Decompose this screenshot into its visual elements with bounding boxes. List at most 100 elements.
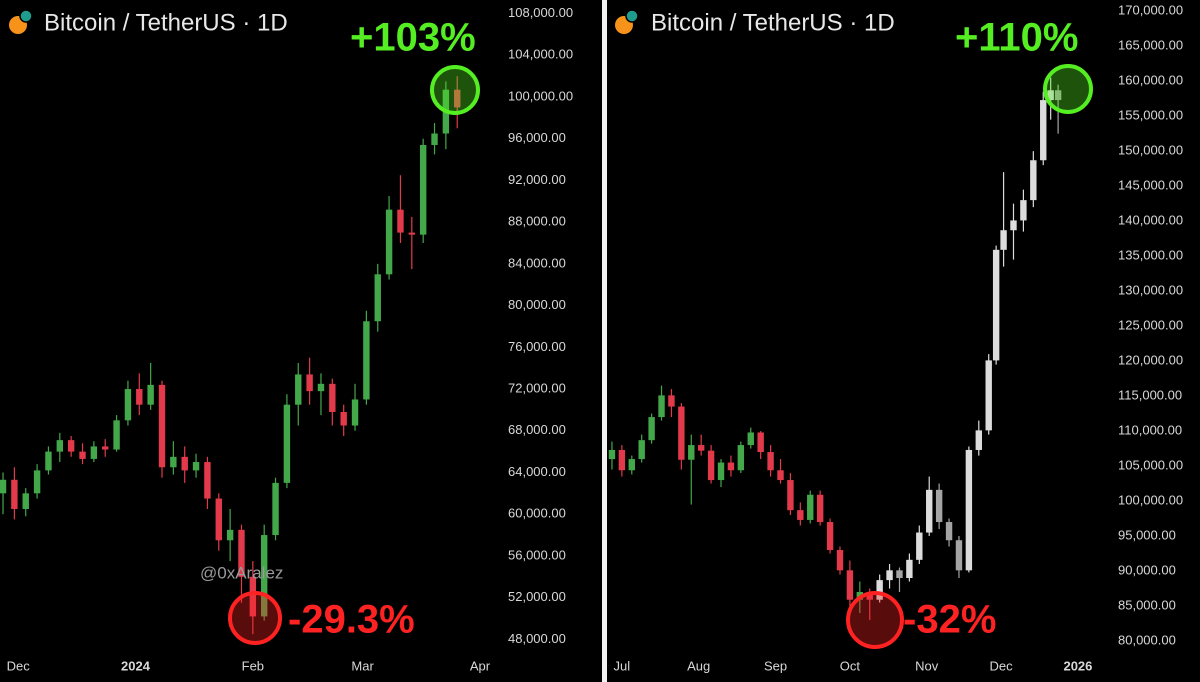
annotation: +110%	[955, 16, 1078, 60]
y-tick-label: 150,000.00	[1118, 143, 1183, 158]
x-tick-label: Oct	[840, 658, 861, 673]
candle-body	[1054, 90, 1062, 101]
y-tick-label: 108,000.00	[508, 5, 573, 20]
candle-body	[431, 133, 438, 145]
candle-body	[90, 446, 98, 459]
x-tick-label: Sep	[764, 658, 787, 673]
candle-body	[204, 462, 211, 499]
watermark: @0xAralez	[200, 563, 283, 582]
candle-body	[1047, 90, 1054, 101]
y-tick-label: 170,000.00	[1118, 3, 1183, 18]
candle-body	[628, 459, 635, 471]
candle-body	[916, 532, 923, 560]
candle-body	[56, 440, 64, 452]
y-tick-label: 135,000.00	[1118, 248, 1183, 263]
exchange-badge	[19, 9, 33, 23]
candle-body	[374, 274, 381, 322]
candle-body	[0, 479, 7, 494]
y-tick-label: 160,000.00	[1118, 73, 1183, 88]
y-tick-label: 52,000.00	[508, 589, 566, 604]
candle-body	[926, 489, 933, 533]
candle-body	[1040, 100, 1047, 161]
candle-body	[945, 522, 953, 541]
exchange-badge	[625, 9, 639, 23]
candle-body	[975, 430, 982, 450]
candle-body	[965, 449, 973, 571]
candle-body	[454, 89, 461, 108]
y-tick-label: 100,000.00	[508, 88, 573, 103]
y-tick-label: 76,000.00	[508, 339, 566, 354]
candle-body	[826, 522, 834, 551]
candle-body	[992, 249, 1000, 361]
y-tick-label: 105,000.00	[1118, 457, 1183, 472]
candle-body	[876, 580, 883, 600]
y-tick-label: 48,000.00	[508, 631, 566, 646]
candle-body	[787, 480, 794, 511]
candle-body	[767, 452, 774, 471]
candle-body	[283, 404, 291, 483]
candle-body	[45, 451, 52, 471]
y-tick-label: 85,000.00	[1118, 597, 1176, 612]
candle-body	[1030, 160, 1037, 201]
candle-body	[67, 440, 75, 452]
candle-body	[896, 570, 903, 579]
candle-body	[668, 395, 675, 407]
y-tick-label: 165,000.00	[1118, 38, 1183, 53]
candle-body	[608, 449, 616, 460]
candle-body	[249, 576, 257, 617]
candles	[0, 76, 461, 635]
candle-body	[22, 493, 29, 509]
y-tick-label: 80,000.00	[1118, 632, 1176, 647]
candle-body	[124, 389, 132, 421]
candle-body	[697, 445, 705, 451]
y-tick-label: 88,000.00	[508, 214, 566, 229]
candle-body	[836, 550, 844, 571]
candle-body	[351, 399, 359, 426]
candle-body	[688, 445, 695, 460]
candle-body	[648, 417, 655, 441]
x-tick-label: 2026	[1063, 658, 1092, 673]
annotation: -29.3%	[288, 598, 415, 642]
x-tick-label: Nov	[915, 658, 939, 673]
candle-body	[807, 494, 814, 520]
highlight-circle	[1043, 64, 1093, 114]
annotation: +103%	[350, 16, 476, 60]
candle-body	[11, 479, 18, 509]
y-tick-label: 95,000.00	[1118, 527, 1176, 542]
candle-body	[955, 540, 963, 571]
candle-body	[113, 420, 120, 450]
candle-body	[306, 374, 313, 392]
y-tick-label: 92,000.00	[508, 172, 566, 187]
candle-body	[170, 456, 177, 468]
highlight-circle	[846, 591, 904, 649]
candle-body	[340, 411, 347, 426]
candle-body	[727, 462, 735, 471]
candle-body	[317, 383, 325, 392]
candle-body	[192, 462, 200, 471]
y-tick-label: 104,000.00	[508, 47, 573, 62]
x-tick-label: Dec	[990, 658, 1014, 673]
annotation: -32%	[903, 598, 996, 642]
candle-body	[1000, 230, 1007, 250]
candle-body	[226, 529, 234, 541]
x-tick-label: Dec	[7, 658, 31, 673]
candle-body	[846, 570, 854, 600]
highlight-circle	[228, 591, 282, 645]
candle-body	[1010, 220, 1017, 231]
candle-body	[797, 510, 804, 520]
y-tick-label: 68,000.00	[508, 422, 566, 437]
candle-body	[717, 462, 725, 481]
candle-body	[935, 489, 943, 523]
y-tick-label: 110,000.00	[1118, 423, 1182, 438]
candle-body	[181, 456, 188, 471]
y-tick-label: 96,000.00	[508, 130, 566, 145]
candle-body	[363, 321, 370, 400]
candle-body	[419, 144, 427, 235]
x-tick-label: Aug	[687, 658, 710, 673]
y-tick-label: 56,000.00	[508, 547, 566, 562]
candle-body	[658, 395, 665, 418]
candle-body	[272, 482, 279, 536]
candle-body	[985, 360, 992, 431]
